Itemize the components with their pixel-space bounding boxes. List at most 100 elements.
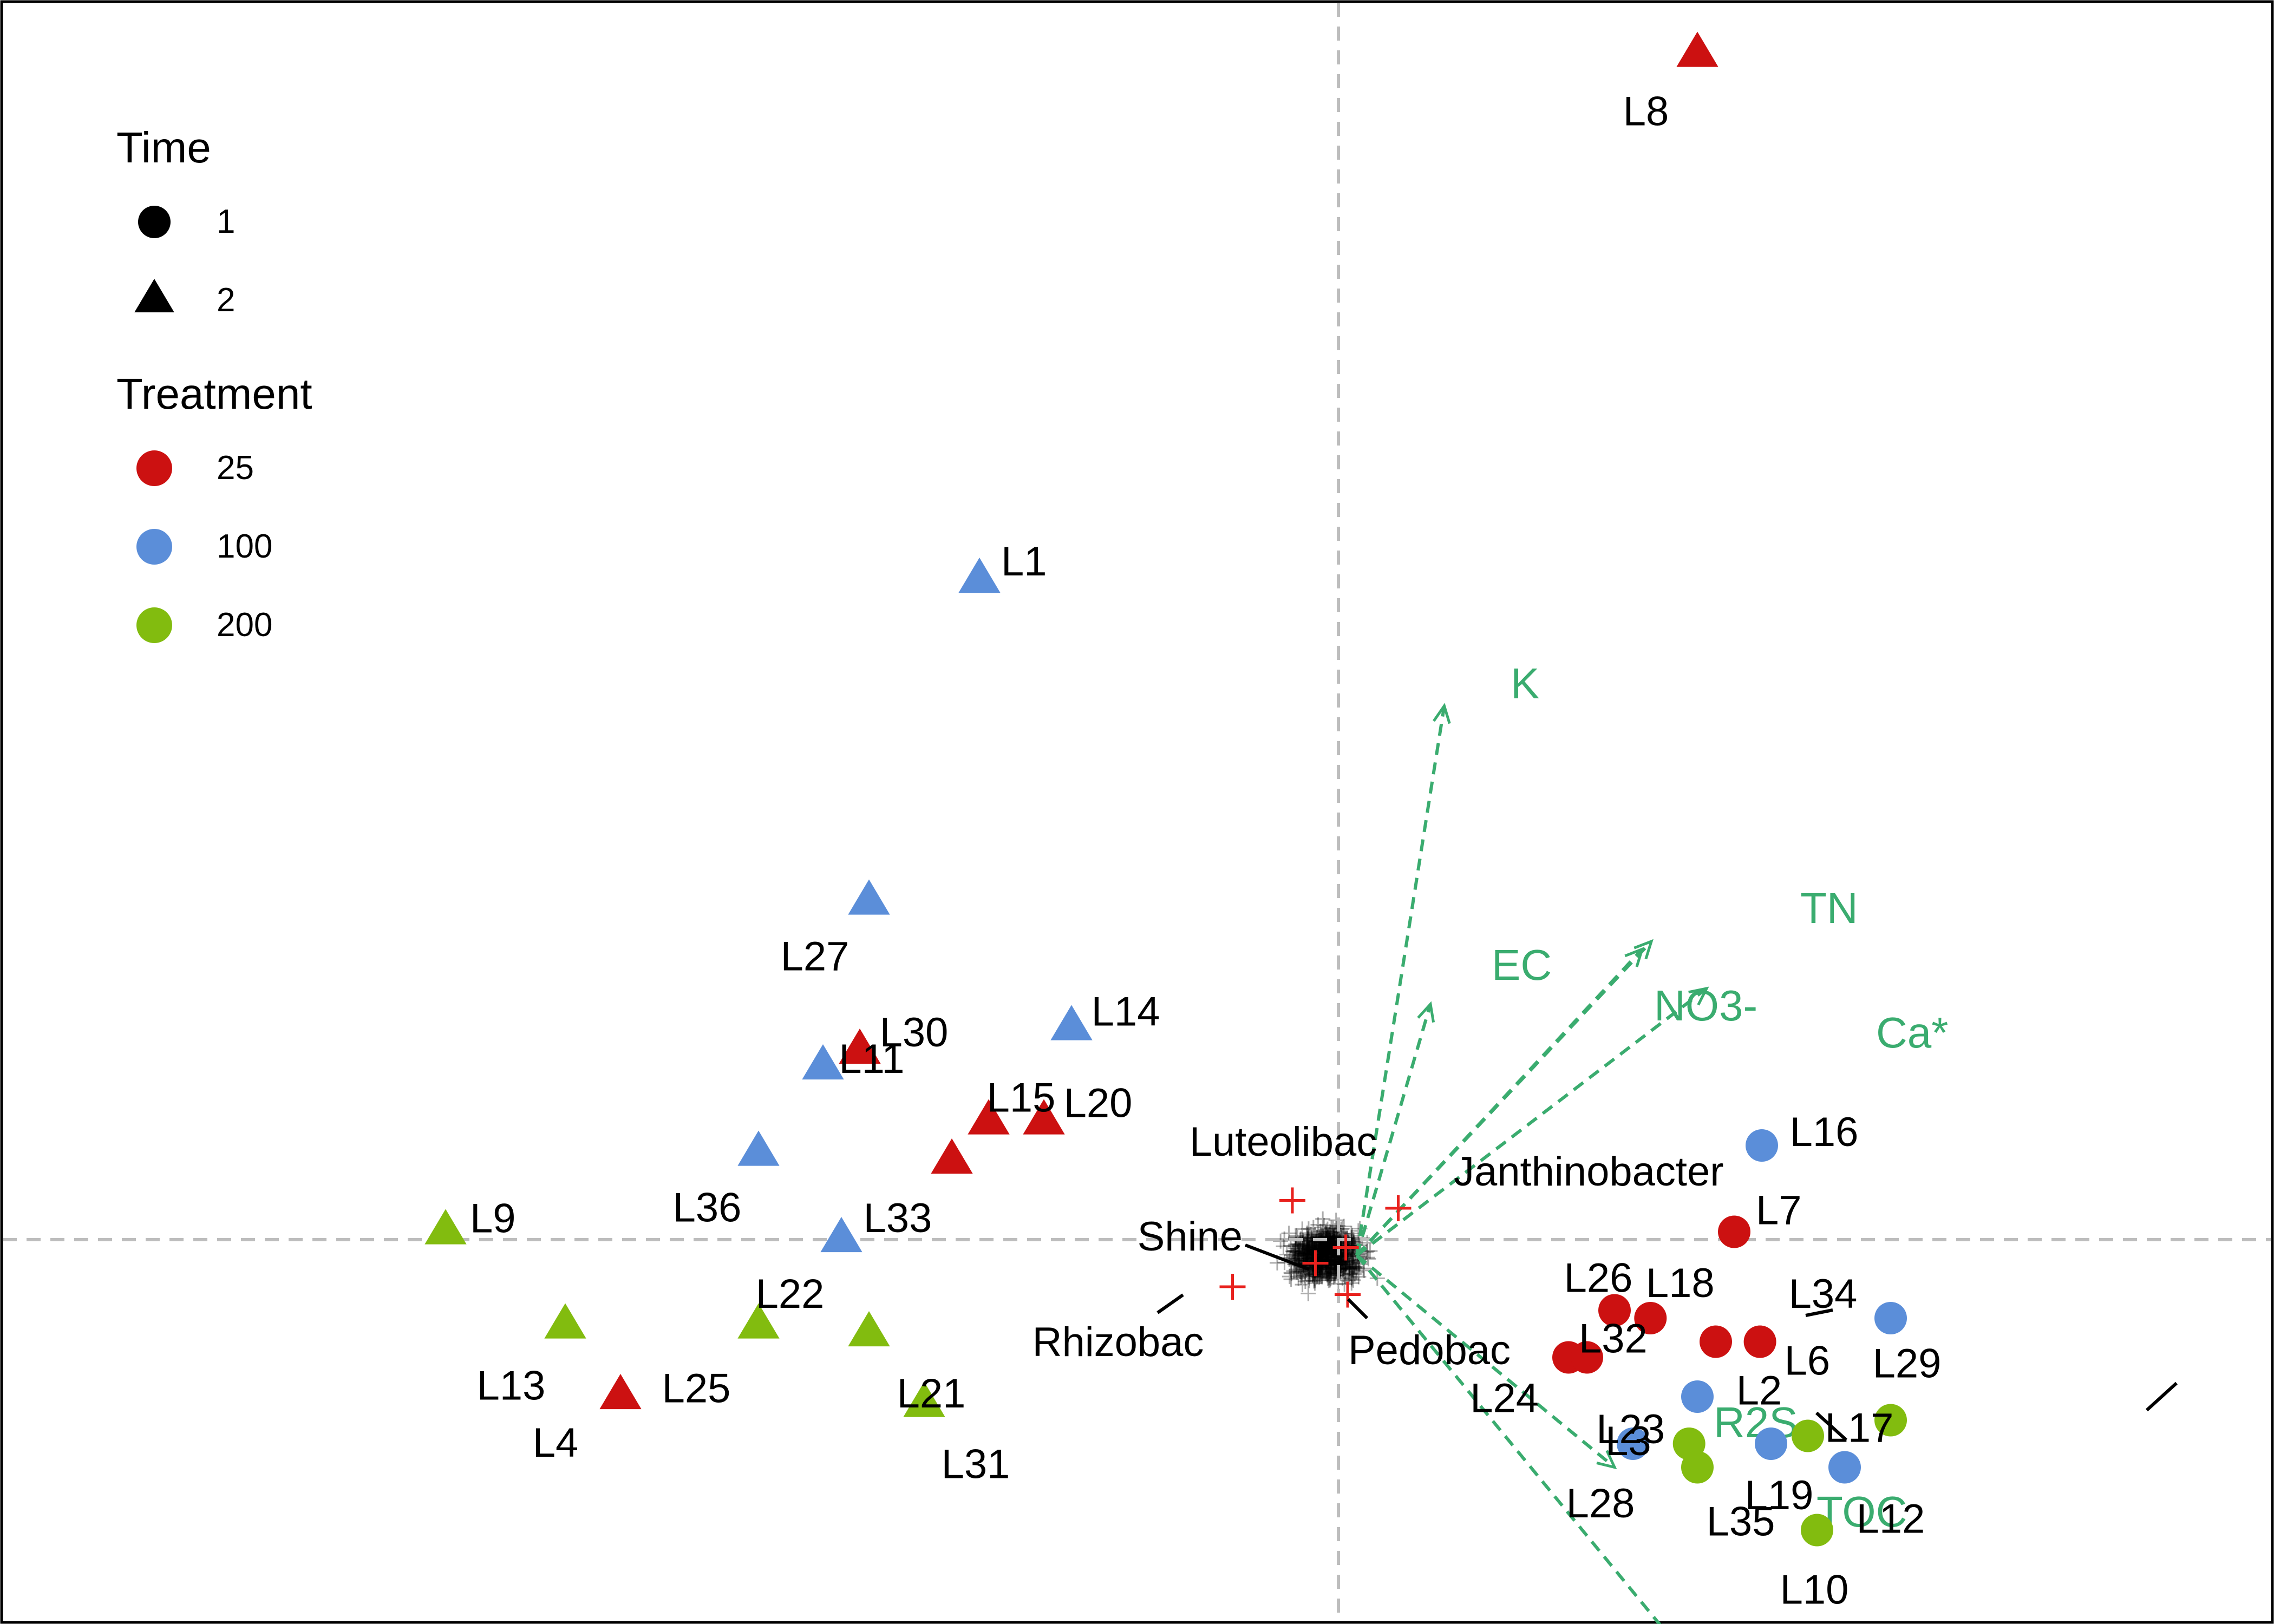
sample-label-l17: L17: [1825, 1405, 1894, 1451]
taxon-mark: [1319, 1243, 1335, 1259]
taxon-mark: [1293, 1269, 1309, 1285]
taxon-mark: [1309, 1230, 1325, 1246]
species-marker: [1302, 1250, 1329, 1276]
taxon-mark: [1312, 1235, 1328, 1250]
taxon-mark: [1329, 1221, 1344, 1236]
taxon-mark: [1296, 1240, 1312, 1256]
taxon-mark: [1321, 1243, 1337, 1259]
taxon-mark: [1332, 1256, 1348, 1272]
taxon-mark: [1337, 1276, 1352, 1292]
taxon-mark: [1320, 1267, 1336, 1282]
taxon-mark: [1317, 1253, 1332, 1269]
taxon-mark: [1311, 1228, 1327, 1244]
taxon-mark: [1360, 1250, 1375, 1266]
taxon-mark: [1306, 1273, 1322, 1289]
taxon-mark: [1326, 1230, 1342, 1246]
taxon-mark: [1301, 1241, 1317, 1257]
taxon-mark: [1304, 1246, 1320, 1262]
taxon-mark: [1315, 1241, 1330, 1256]
taxon-mark: [1323, 1246, 1339, 1262]
taxon-mark: [1300, 1245, 1316, 1261]
taxon-mark: [1291, 1248, 1307, 1264]
taxon-mark: [1341, 1252, 1356, 1268]
taxon-mark: [1286, 1263, 1302, 1279]
taxon-mark: [1335, 1251, 1350, 1267]
taxon-mark: [1334, 1258, 1349, 1274]
taxon-mark: [1319, 1246, 1335, 1261]
sample-point-l8: [1676, 31, 1718, 67]
taxon-mark: [1309, 1269, 1325, 1285]
taxon-mark: [1319, 1254, 1335, 1269]
taxon-mark: [1282, 1269, 1297, 1285]
species-markers: Luteolibac Janthinobacter Shine Rhizobac Ped…: [1033, 1119, 1724, 1373]
vector-ec: [1355, 1004, 1432, 1256]
taxon-mark: [1315, 1229, 1331, 1245]
taxon-mark: [1319, 1253, 1335, 1268]
taxon-mark: [1328, 1264, 1343, 1280]
species-label: Pedobac: [1348, 1327, 1511, 1373]
sample-point-l26: [1598, 1294, 1631, 1327]
species-marker: [1385, 1195, 1412, 1221]
taxon-mark: [1316, 1241, 1332, 1256]
taxon-mark: [1311, 1263, 1327, 1279]
taxon-mark: [1334, 1221, 1349, 1237]
taxon-mark: [1306, 1234, 1322, 1250]
legend-key-circle: [138, 206, 171, 238]
sample-point-l29: [1874, 1404, 1907, 1437]
sample-point-l13: [544, 1303, 586, 1339]
vector-ca: [1356, 987, 1708, 1257]
legend-label: 1: [217, 203, 235, 240]
taxon-mark: [1296, 1252, 1311, 1268]
taxon-mark: [1313, 1229, 1329, 1245]
taxon-mark: [1295, 1243, 1311, 1259]
taxon-mark: [1286, 1244, 1302, 1260]
taxon-mark: [1335, 1253, 1350, 1269]
taxon-mark: [1319, 1235, 1335, 1251]
vector-toc: [1355, 1254, 1662, 1624]
vector-no3: [1355, 948, 1644, 1257]
taxon-mark: [1320, 1234, 1336, 1250]
taxon-mark: [1314, 1244, 1330, 1260]
taxon-mark: [1342, 1260, 1357, 1276]
taxon-mark: [1319, 1221, 1335, 1237]
taxon-mark: [1343, 1266, 1358, 1281]
taxon-mark: [1300, 1237, 1316, 1253]
taxon-mark: [1296, 1246, 1312, 1262]
taxon-mark: [1346, 1266, 1362, 1282]
taxon-mark: [1325, 1249, 1341, 1265]
taxon-mark: [1320, 1266, 1336, 1281]
sample-point-l35: [1681, 1451, 1714, 1484]
taxon-mark: [1332, 1266, 1348, 1281]
taxon-mark: [1298, 1245, 1314, 1261]
taxon-mark: [1298, 1236, 1314, 1252]
taxon-mark: [1329, 1254, 1344, 1269]
taxon-mark: [1305, 1242, 1321, 1258]
taxon-mark: [1314, 1243, 1330, 1259]
legend-label: 100: [217, 528, 272, 565]
taxon-mark: [1319, 1245, 1335, 1260]
taxon-mark: [1297, 1246, 1313, 1262]
taxon-mark: [1329, 1241, 1344, 1257]
sample-point-l15: [968, 1099, 1010, 1135]
taxon-mark: [1299, 1242, 1315, 1258]
taxon-mark: [1295, 1277, 1310, 1293]
species-label: Shine: [1138, 1214, 1243, 1260]
taxon-mark: [1315, 1243, 1330, 1259]
taxon-mark: [1318, 1249, 1334, 1265]
sample-point-l21: [848, 1311, 890, 1347]
taxon-mark: [1324, 1265, 1339, 1281]
taxon-mark: [1318, 1247, 1334, 1262]
taxon-mark: [1297, 1268, 1312, 1284]
taxon-mark: [1301, 1229, 1317, 1245]
taxon-mark: [1318, 1253, 1334, 1268]
taxon-mark: [1318, 1234, 1334, 1250]
species-marker: [1279, 1187, 1305, 1214]
sample-points: [424, 31, 1907, 1547]
taxon-mark: [1311, 1266, 1327, 1281]
taxon-mark: [1307, 1275, 1323, 1291]
sample-label-l24: L24: [1470, 1376, 1539, 1422]
sample-leader: [1815, 1411, 1848, 1442]
taxon-mark: [1327, 1230, 1342, 1246]
sample-label-l23: L23: [1596, 1406, 1665, 1452]
taxon-mark: [1302, 1238, 1318, 1254]
